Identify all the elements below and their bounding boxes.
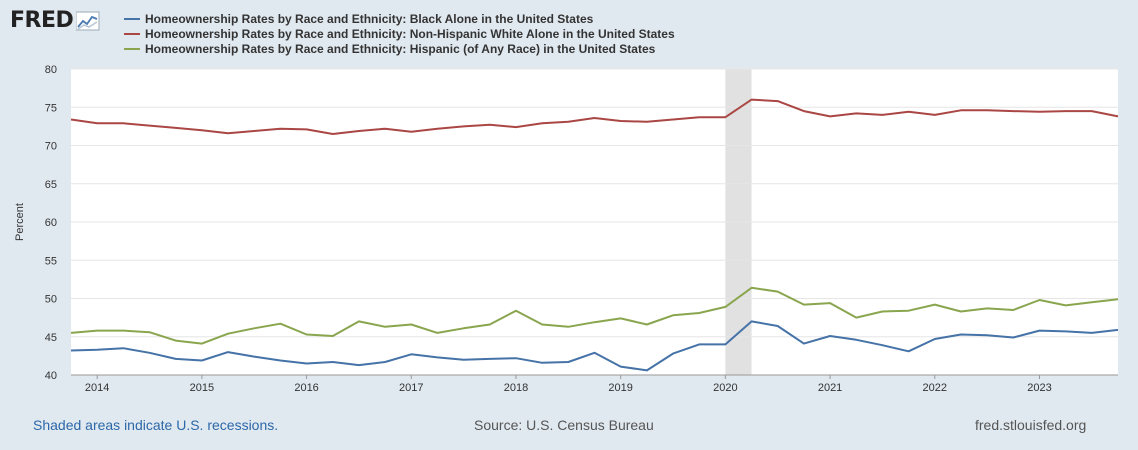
x-tick-label: 2022 <box>923 382 947 394</box>
legend-label-black: Homeownership Rates by Race and Ethnicit… <box>145 11 594 26</box>
x-tick-label: 2018 <box>504 382 528 394</box>
y-tick-label: 50 <box>45 294 57 306</box>
y-tick-label: 80 <box>45 64 57 76</box>
x-tick-label: 2020 <box>713 382 737 394</box>
y-tick-label: 40 <box>45 370 57 382</box>
recession-note: Shaded areas indicate U.S. recessions. <box>33 417 279 433</box>
legend-label-white: Homeownership Rates by Race and Ethnicit… <box>145 26 675 41</box>
legend-item-black[interactable]: Homeownership Rates by Race and Ethnicit… <box>124 11 675 26</box>
x-tick-label: 2014 <box>85 382 109 394</box>
legend-item-hispanic[interactable]: Homeownership Rates by Race and Ethnicit… <box>124 41 675 56</box>
source-note: Source: U.S. Census Bureau <box>474 417 654 433</box>
y-tick-label: 65 <box>45 179 57 191</box>
logo-text: FRED <box>10 8 74 33</box>
y-axis-label: Percent <box>14 203 26 241</box>
legend-swatch-white <box>124 32 140 35</box>
legend-swatch-black <box>124 17 140 20</box>
x-tick-label: 2023 <box>1027 382 1051 394</box>
legend-label-hispanic: Homeownership Rates by Race and Ethnicit… <box>145 41 656 56</box>
chart-legend: Homeownership Rates by Race and Ethnicit… <box>124 11 675 56</box>
series-line-1 <box>70 98 1119 135</box>
fred-logo[interactable]: FRED <box>10 8 100 33</box>
legend-item-white[interactable]: Homeownership Rates by Race and Ethnicit… <box>124 26 675 41</box>
y-tick-label: 55 <box>45 255 57 267</box>
x-tick-label: 2015 <box>190 382 214 394</box>
x-tick-label: 2017 <box>399 382 423 394</box>
x-tick-label: 2019 <box>608 382 632 394</box>
x-tick-label: 2016 <box>294 382 318 394</box>
fred-url[interactable]: fred.stlouisfed.org <box>975 417 1087 433</box>
line-chart[interactable]: 40 45 50 55 60 65 70 75 80 2014 2015 2016 2017 2018 20… <box>0 0 1138 410</box>
series-line-2 <box>70 286 1119 345</box>
y-tick-label: 70 <box>45 141 57 153</box>
y-tick-label: 60 <box>45 217 57 229</box>
x-tick-label: 2021 <box>818 382 842 394</box>
series-line-0 <box>70 320 1119 372</box>
legend-swatch-hispanic <box>124 47 140 50</box>
y-tick-label: 45 <box>45 332 57 344</box>
y-tick-label: 75 <box>45 102 57 114</box>
fred-chart-icon <box>76 11 100 30</box>
